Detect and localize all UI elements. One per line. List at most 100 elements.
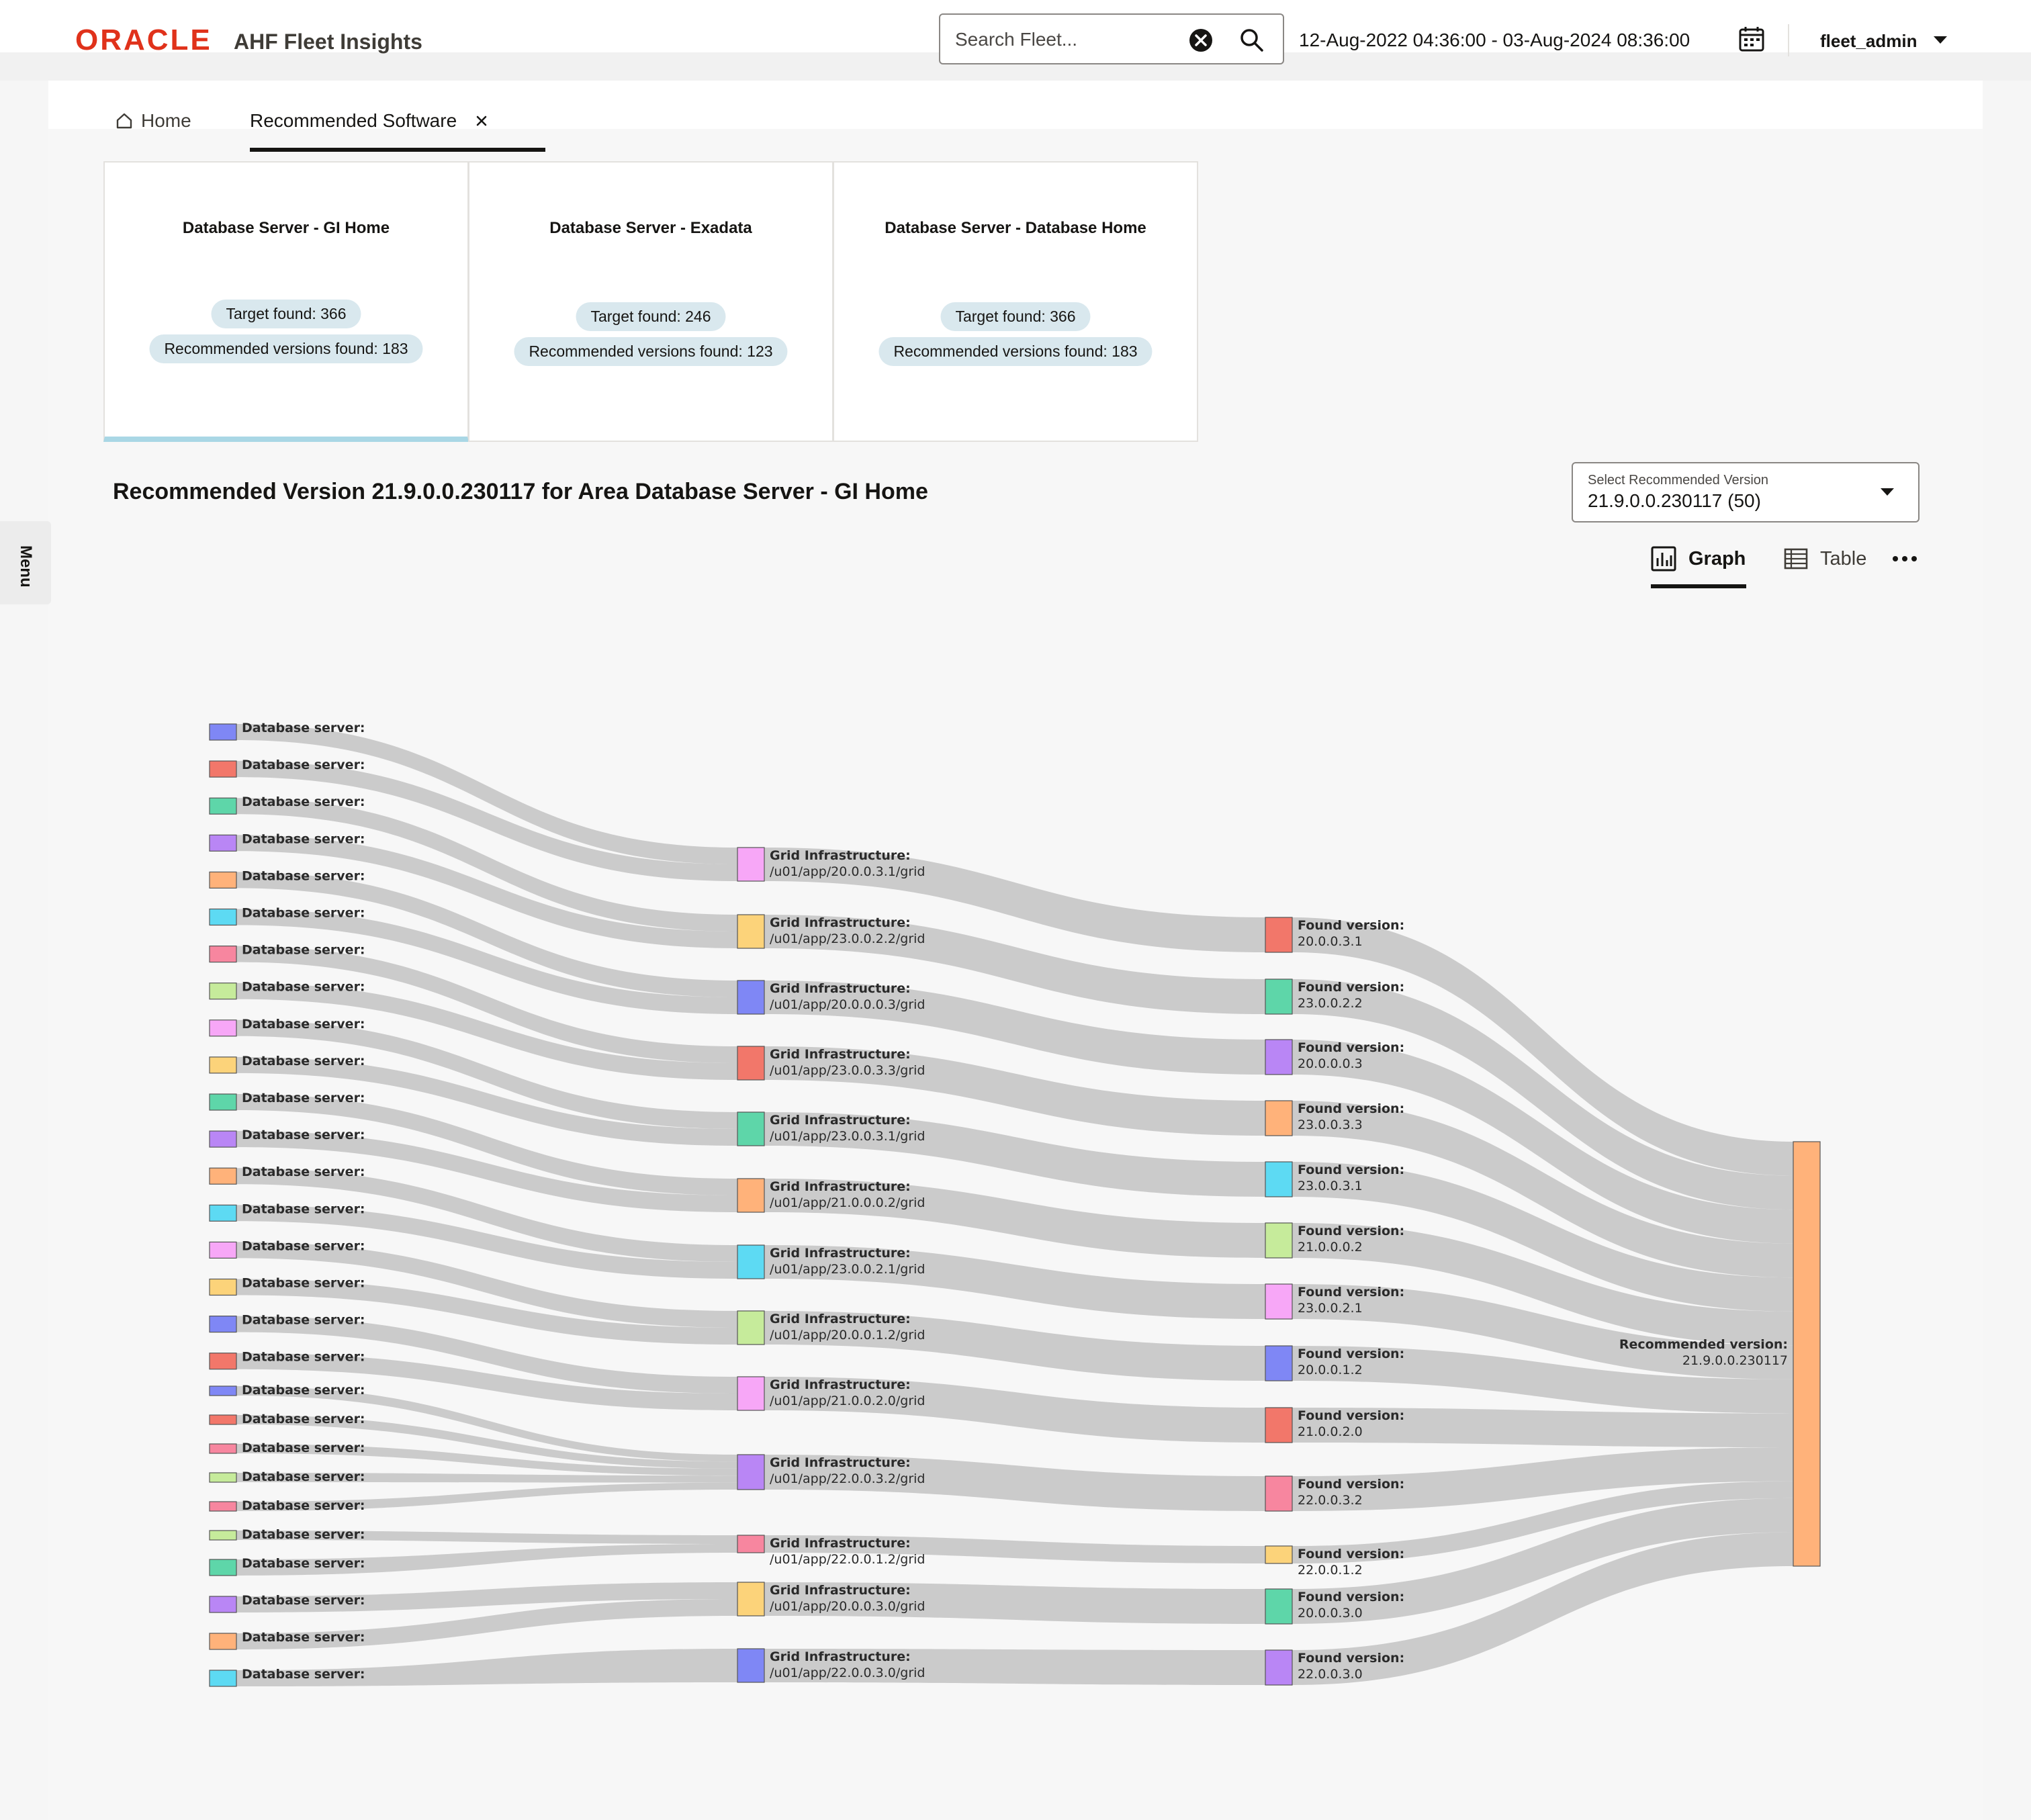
server-node <box>209 1353 237 1370</box>
link-server-to-grid <box>236 1444 737 1476</box>
found-version-label: Found version: <box>1298 1224 1404 1238</box>
server-node <box>209 1241 237 1259</box>
active-tab-indicator <box>250 148 545 152</box>
calendar-icon[interactable] <box>1738 26 1765 52</box>
more-options-icon[interactable] <box>1891 551 1918 567</box>
link-server-to-grid <box>236 724 737 864</box>
search-box <box>939 13 1284 64</box>
grid-path-label: /u01/app/21.0.0.0.2/grid <box>770 1195 926 1210</box>
found-version-value: 23.0.0.3.3 <box>1298 1118 1363 1132</box>
found-version-label: Found version: <box>1298 1040 1404 1055</box>
link-version-to-recommended <box>1292 1408 1793 1448</box>
link-grid-to-version <box>764 1582 1265 1624</box>
server-label: Database server: <box>242 1383 365 1398</box>
link-grid-to-version <box>764 1112 1265 1197</box>
tab-recommended-software[interactable]: Recommended Software <box>250 107 489 134</box>
server-label: Database server: <box>242 1667 365 1682</box>
server-node <box>209 1093 237 1111</box>
card-gi-home[interactable]: Database Server - GI Home Target found: … <box>103 161 469 442</box>
server-node <box>209 945 237 963</box>
server-label: Database server: <box>242 1054 365 1068</box>
sankey-nodes <box>209 723 1821 1687</box>
grid-node <box>737 1178 765 1213</box>
found-version-label: Found version: <box>1298 918 1404 933</box>
link-grid-to-version <box>764 1245 1265 1319</box>
link-server-to-grid <box>236 1279 737 1345</box>
link-version-to-recommended <box>1292 1284 1793 1379</box>
link-grid-to-version <box>764 915 1265 1014</box>
grid-node <box>737 847 765 882</box>
link-server-to-grid <box>236 1019 737 1129</box>
found-version-value: 23.0.0.2.1 <box>1298 1301 1363 1316</box>
found-version-label: Found version: <box>1298 1590 1404 1604</box>
sankey-labels: Database server: Database server: Database… <box>242 721 1788 1682</box>
grid-path-label: /u01/app/23.0.0.3.1/grid <box>770 1129 926 1144</box>
card-exadata[interactable]: Database Server - Exadata Target found: … <box>468 161 833 442</box>
link-server-to-grid <box>236 1168 737 1262</box>
search-input[interactable] <box>954 24 1178 55</box>
found-version-label: Found version: <box>1298 980 1404 995</box>
recommended-node <box>1793 1141 1821 1567</box>
found-version-value: 23.0.0.3.1 <box>1298 1179 1363 1193</box>
grid-node <box>737 1582 765 1617</box>
server-label: Database server: <box>242 1276 365 1291</box>
server-label: Database server: <box>242 1412 365 1426</box>
link-server-to-grid <box>236 1599 737 1649</box>
server-node <box>209 1385 237 1396</box>
menu-drawer-toggle[interactable]: Menu <box>0 521 51 604</box>
found-version-node <box>1265 1039 1293 1075</box>
link-server-to-grid <box>236 835 737 948</box>
card-database-home[interactable]: Database Server - Database Home Target f… <box>833 161 1198 442</box>
clear-icon[interactable] <box>1189 28 1213 52</box>
server-label: Database server: <box>242 1128 365 1142</box>
server-label: Database server: <box>242 1498 365 1513</box>
link-grid-to-version <box>764 1535 1265 1563</box>
table-label: Table <box>1820 547 1867 570</box>
grid-label: Grid Infrastructure: <box>770 1312 911 1326</box>
search-icon[interactable] <box>1238 27 1265 54</box>
found-version-node <box>1265 1283 1293 1320</box>
found-version-value: 21.0.0.0.2 <box>1298 1240 1363 1255</box>
grid-path-label: /u01/app/23.0.0.3.3/grid <box>770 1063 926 1078</box>
versions-count-badge: Recommended versions found: 183 <box>149 334 423 363</box>
oracle-logo[interactable]: ORACLE <box>75 24 212 56</box>
grid-label: Grid Infrastructure: <box>770 981 911 996</box>
grid-node <box>737 1244 765 1279</box>
grid-path-label: /u01/app/22.0.0.3.2/grid <box>770 1471 926 1486</box>
user-menu[interactable]: fleet_admin <box>1820 31 1917 51</box>
server-node <box>209 1204 237 1222</box>
link-version-to-recommended <box>1292 1447 1793 1511</box>
recommended-version-select[interactable]: Select Recommended Version 21.9.0.0.2301… <box>1572 462 1920 522</box>
found-version-node <box>1265 1407 1293 1443</box>
graph-view-toggle[interactable]: Graph <box>1651 545 1746 572</box>
server-label: Database server: <box>242 1441 365 1455</box>
server-label: Database server: <box>242 1238 365 1253</box>
link-server-to-grid <box>236 1131 737 1212</box>
link-version-to-recommended <box>1292 1101 1793 1278</box>
server-node <box>209 760 237 778</box>
bar-chart-icon <box>1651 546 1676 572</box>
link-server-to-grid <box>236 946 737 1063</box>
found-version-value: 20.0.0.3.0 <box>1298 1606 1363 1621</box>
grid-label: Grid Infrastructure: <box>770 1536 911 1551</box>
card-title: Database Server - Exadata <box>549 219 752 237</box>
link-server-to-grid <box>236 1316 737 1394</box>
link-server-to-grid <box>236 872 737 997</box>
close-tab-icon[interactable] <box>474 113 489 128</box>
recommended-version-label: 21.9.0.0.230117 <box>1682 1353 1788 1368</box>
server-label: Database server: <box>242 794 365 809</box>
grid-path-label: /u01/app/23.0.0.2.1/grid <box>770 1262 926 1277</box>
table-view-toggle[interactable]: Table <box>1784 545 1866 572</box>
tab-home[interactable]: Home <box>116 107 191 134</box>
found-version-label: Found version: <box>1298 1477 1404 1492</box>
server-node <box>209 1501 237 1512</box>
found-version-node <box>1265 1649 1293 1686</box>
grid-label: Grid Infrastructure: <box>770 1649 911 1664</box>
server-label: Database server: <box>242 868 365 883</box>
server-node <box>209 983 237 1000</box>
server-label: Database server: <box>242 1593 365 1608</box>
found-version-node <box>1265 979 1293 1015</box>
server-node <box>209 1056 237 1074</box>
chevron-down-icon[interactable] <box>1932 34 1949 47</box>
grid-label: Grid Infrastructure: <box>770 1377 911 1392</box>
